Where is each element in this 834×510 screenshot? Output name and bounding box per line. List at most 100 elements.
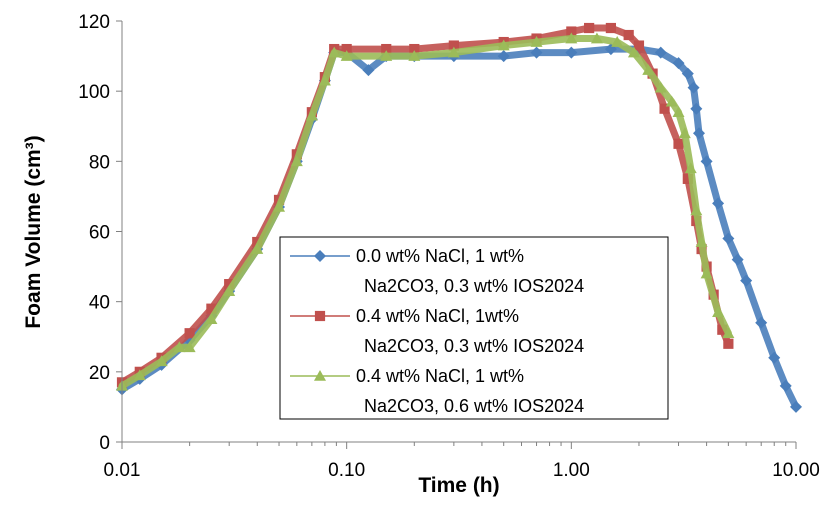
y-tick-label: 0 (99, 433, 110, 454)
data-point (381, 43, 392, 55)
data-point (633, 40, 645, 51)
series-line (118, 35, 732, 390)
data-point (408, 50, 421, 61)
data-point (314, 250, 326, 262)
series-layer (116, 22, 802, 413)
y-tick-label: 80 (89, 152, 110, 173)
data-point (155, 355, 168, 367)
data-point (409, 43, 420, 55)
data-point (565, 32, 578, 44)
data-point (779, 379, 792, 392)
data-point (206, 303, 217, 314)
x-axis-title: Time (h) (418, 474, 499, 497)
data-point (448, 40, 459, 51)
data-point (700, 267, 713, 279)
data-point (447, 46, 460, 58)
x-tick-label: 1.00 (553, 460, 590, 481)
y-tick-label: 120 (78, 12, 110, 33)
data-point (692, 127, 705, 140)
data-point (642, 64, 655, 75)
data-point (305, 109, 318, 121)
legend-label: 0.4 wt% NaCl, 1 wt% (356, 366, 524, 386)
data-point (251, 243, 264, 254)
legend-label: Na2CO3, 0.6 wt% IOS2024 (364, 396, 584, 416)
axes-layer: 0 20 40 60 80 100 120 0.01 0.10 1.00 10.00 (78, 12, 819, 481)
data-point (530, 36, 543, 47)
legend: 0.0 wt% NaCl, 1 wt% Na2CO3, 0.3 wt% IOS20… (279, 236, 669, 420)
legend-item-2: 0.4 wt% NaCl, 1wt% Na2CO3, 0.3 wt% IOS202… (290, 306, 584, 356)
data-point (205, 313, 218, 325)
legend-label: 0.4 wt% NaCl, 1wt% (356, 306, 519, 326)
data-point (273, 200, 286, 212)
data-point (722, 232, 735, 245)
data-point (223, 285, 236, 296)
data-point (712, 306, 725, 317)
data-point (695, 236, 708, 247)
data-point (731, 253, 744, 266)
data-point (717, 324, 728, 335)
y-tick-label: 60 (89, 223, 110, 244)
data-point (290, 155, 303, 167)
data-point (497, 50, 510, 63)
data-point (314, 310, 326, 322)
data-point (700, 155, 713, 168)
data-point (672, 106, 685, 118)
data-point (362, 64, 375, 77)
x-tick-label: 10.00 (772, 460, 820, 481)
x-tick-label: 0.01 (104, 460, 141, 481)
data-point (497, 39, 510, 51)
data-point (611, 36, 624, 47)
legend-label: Na2CO3, 0.3 wt% IOS2024 (364, 276, 584, 296)
data-point (659, 103, 670, 114)
data-point (340, 50, 353, 61)
legend-box (279, 236, 669, 420)
x-tick-label: 0.10 (328, 460, 365, 481)
data-point (380, 50, 393, 61)
data-point (681, 67, 694, 80)
data-point (682, 173, 693, 184)
data-point (133, 369, 146, 381)
data-point (722, 327, 735, 339)
data-point (684, 162, 697, 174)
legend-label: Na2CO3, 0.3 wt% IOS2024 (364, 336, 584, 356)
data-point (584, 22, 595, 34)
data-point (654, 81, 667, 93)
legend-item-3: 0.4 wt% NaCl, 1 wt% Na2CO3, 0.6 wt% IOS20… (290, 366, 584, 416)
data-point (672, 57, 685, 70)
legend-item-1: 0.0 wt% NaCl, 1 wt% Na2CO3, 0.3 wt% IOS20… (290, 246, 584, 296)
y-axis-title: Foam Volume (cm³) (22, 135, 45, 328)
data-point (627, 46, 640, 58)
data-point (328, 46, 341, 58)
y-tick-label: 100 (78, 82, 110, 103)
data-point (768, 351, 781, 364)
y-tick-label: 20 (89, 363, 110, 384)
data-point (184, 328, 195, 339)
data-point (318, 74, 331, 86)
data-point (723, 338, 734, 349)
data-point (790, 400, 802, 413)
data-point (590, 32, 603, 44)
data-point (654, 46, 667, 59)
data-point (173, 341, 186, 353)
series-3 (116, 32, 735, 391)
data-point (341, 43, 352, 55)
data-point (690, 204, 703, 216)
data-point (687, 81, 700, 94)
data-point (712, 197, 725, 210)
data-point (224, 279, 235, 290)
data-point (623, 29, 634, 41)
data-point (314, 370, 326, 381)
data-point (665, 95, 678, 107)
legend-label: 0.0 wt% NaCl, 1 wt% (356, 246, 524, 266)
data-point (673, 138, 684, 149)
data-point (678, 127, 691, 139)
data-point (740, 274, 753, 287)
data-point (530, 46, 543, 59)
y-tick-label: 40 (89, 293, 110, 314)
data-point (565, 46, 578, 59)
data-point (566, 26, 577, 37)
data-point (605, 22, 616, 34)
data-point (755, 316, 768, 329)
data-point (183, 341, 196, 353)
data-point (690, 102, 703, 115)
